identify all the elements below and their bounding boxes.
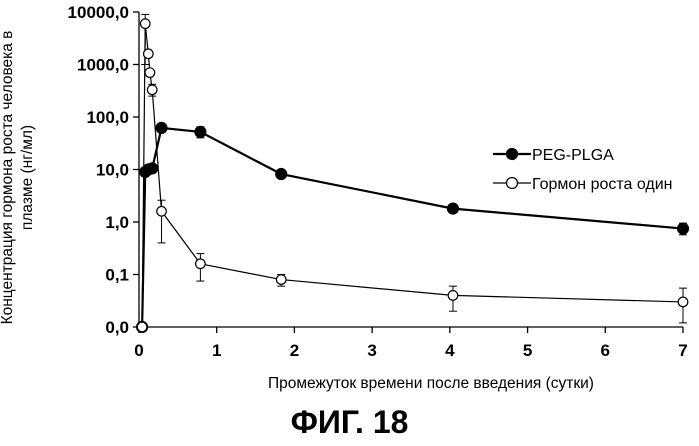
x-tick-label: 6 xyxy=(601,341,610,360)
data-point xyxy=(147,163,158,174)
data-point xyxy=(140,19,150,29)
y-tick-label: 1,0 xyxy=(105,213,129,232)
data-point xyxy=(195,126,206,137)
legend-entry-label: Гормон роста один xyxy=(532,176,673,193)
data-point xyxy=(157,206,167,216)
data-point xyxy=(144,49,154,59)
y-tick-label: 0,0 xyxy=(105,318,129,337)
y-axis-label: Концентрация гормона роста человека впла… xyxy=(0,31,36,325)
data-point xyxy=(276,169,287,180)
x-tick-label: 5 xyxy=(523,341,532,360)
data-point xyxy=(196,259,206,269)
x-tick-label: 2 xyxy=(290,341,299,360)
legend-marker xyxy=(507,178,518,189)
data-point xyxy=(156,122,167,133)
y-tick-label: 0,1 xyxy=(105,266,129,285)
x-tick-label: 3 xyxy=(367,341,376,360)
y-axis-label-line-2: плазме (нг/мл) xyxy=(19,125,36,230)
data-point xyxy=(145,68,155,78)
x-tick-label: 7 xyxy=(678,341,687,360)
x-axis-label: Промежуток времени после введения (сутки… xyxy=(268,375,594,392)
y-tick-label: 10,0 xyxy=(96,161,129,180)
data-point xyxy=(147,85,157,95)
data-point xyxy=(447,203,458,214)
data-point xyxy=(137,322,147,332)
x-tick-label: 4 xyxy=(445,341,455,360)
y-tick-label: 10000,0 xyxy=(68,3,129,22)
data-point xyxy=(276,275,286,285)
legend-marker xyxy=(507,149,518,160)
data-point xyxy=(678,223,689,234)
data-point xyxy=(448,291,458,301)
y-axis-label-line-1: Концентрация гормона роста человека в xyxy=(0,31,16,325)
legend-entry-label: PEG-PLGA xyxy=(532,147,614,164)
legend: PEG-PLGA Гормон роста один xyxy=(491,138,690,198)
data-point xyxy=(678,297,688,307)
x-tick-label: 1 xyxy=(212,341,221,360)
figure-caption: ФИГ. 18 xyxy=(0,404,699,441)
y-tick-label: 100,0 xyxy=(86,108,129,127)
x-tick-label: 0 xyxy=(134,341,143,360)
y-tick-label: 1000,0 xyxy=(77,56,129,75)
